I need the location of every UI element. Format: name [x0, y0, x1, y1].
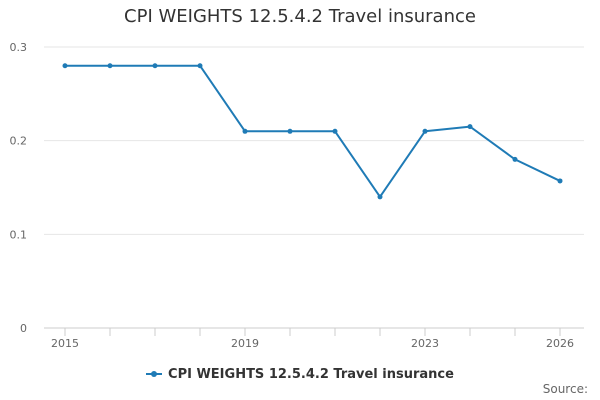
y-tick-label: 0.3 — [10, 41, 28, 54]
x-tick-label: 2023 — [411, 337, 439, 350]
data-point — [62, 63, 68, 69]
data-point — [197, 63, 203, 69]
legend-line-marker-icon — [146, 371, 163, 377]
data-point — [287, 128, 293, 134]
series-layer — [62, 63, 563, 200]
data-point — [377, 194, 383, 200]
y-tick-label: 0.2 — [10, 135, 28, 148]
legend-item[interactable]: CPI WEIGHTS 12.5.4.2 Travel insurance — [146, 367, 454, 382]
data-point — [332, 128, 338, 134]
data-point — [107, 63, 113, 69]
chart-title: CPI WEIGHTS 12.5.4.2 Travel insurance — [124, 6, 476, 27]
x-tick-label: 2026 — [546, 337, 574, 350]
x-tick-label: 2019 — [231, 337, 259, 350]
source-label: Source: — [542, 382, 588, 396]
gridlines — [44, 46, 584, 235]
legend-label: CPI WEIGHTS 12.5.4.2 Travel insurance — [168, 366, 454, 382]
data-point — [512, 156, 518, 162]
series-line — [65, 64, 561, 198]
axes: 0 0.1 0.2 0.3 2015 2019 2023 2026 — [10, 41, 584, 350]
data-point — [152, 63, 158, 69]
data-point — [422, 128, 428, 134]
x-tick-label: 2015 — [51, 337, 79, 350]
data-point — [557, 178, 563, 184]
y-tick-label: 0.1 — [10, 228, 28, 241]
data-point — [242, 128, 248, 134]
data-point — [467, 124, 473, 130]
y-tick-label: 0 — [20, 322, 27, 335]
legend[interactable]: CPI WEIGHTS 12.5.4.2 Travel insurance — [0, 364, 600, 382]
